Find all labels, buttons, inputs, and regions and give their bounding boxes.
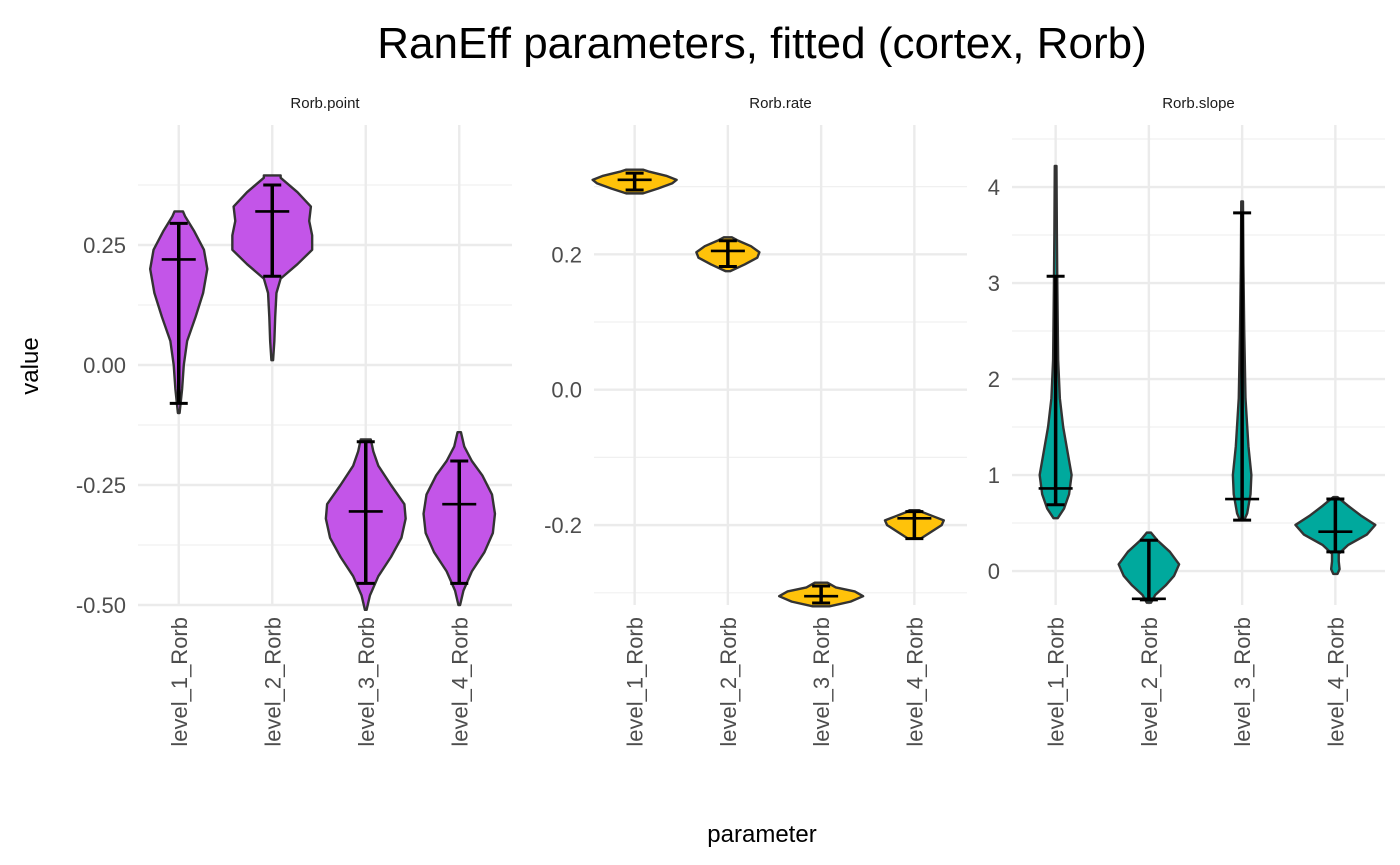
x-tick-label: level_3_Rorb [809,617,834,747]
x-tick-label: level_3_Rorb [354,617,379,747]
violin-level_3_Rorb [324,438,407,611]
y-axis-title: value [17,337,44,394]
x-tick-label: level_4_Rorb [1323,617,1348,747]
violin-level_2_Rorb [231,174,314,362]
y-tick-label: -0.50 [76,593,126,618]
violin-level_3_Rorb [1225,200,1260,522]
y-tick-label: -0.2 [544,513,582,538]
violin-level_4_Rorb [422,431,497,607]
panel-rorb-slope: Rorb.slope 0 1 2 3 4 level_1_Rorb level_2_Rorb l… [988,95,1385,747]
panel-rorb-rate: Rorb.rate -0.2 0.0 0.2 level_1_Rorb level_2_R… [544,95,967,747]
x-axis-title: parameter [707,821,816,848]
x-tick-label: level_1_Rorb [167,617,192,747]
y-tick-label: -0.25 [76,473,126,498]
x-tick-label: level_4_Rorb [902,617,927,747]
x-tick-label: level_2_Rorb [260,617,285,747]
facet-strip-label: Rorb.rate [749,95,812,112]
x-tick-label: level_3_Rorb [1230,617,1255,747]
y-tick-label: 3 [988,271,1000,296]
y-tick-label: 0.0 [551,378,582,403]
y-tick-label: 0 [988,559,1000,584]
violin-level_2_Rorb [1117,531,1181,604]
y-tick-label: 1 [988,463,1000,488]
facet-strip-label: Rorb.point [290,95,360,112]
y-tick-label: 0.25 [83,233,126,258]
x-tick-label: level_4_Rorb [447,617,472,747]
chart-title: RanEff parameters, fitted (cortex, Rorb) [377,19,1146,68]
y-tick-label: 4 [988,175,1000,200]
violin-level_1_Rorb [591,168,678,195]
panel-rorb-point: Rorb.point -0.50 -0.25 0.00 0.25 level_1_Rorb… [76,95,512,747]
x-tick-label: level_1_Rorb [1044,617,1069,747]
x-tick-label: level_1_Rorb [623,617,648,747]
violin-level_4_Rorb [883,509,945,541]
y-tick-label: 0.00 [83,353,126,378]
x-tick-label: level_2_Rorb [1137,617,1162,747]
y-tick-label: 2 [988,367,1000,392]
facet-strip-label: Rorb.slope [1162,95,1235,112]
violin-level_2_Rorb [695,236,761,273]
violin-level_4_Rorb [1294,495,1377,576]
x-tick-label: level_2_Rorb [716,617,741,747]
violin-level_3_Rorb [777,581,865,608]
violin-level_1_Rorb [1038,164,1073,520]
y-tick-label: 0.2 [551,242,582,267]
violin-level_1_Rorb [148,210,209,415]
